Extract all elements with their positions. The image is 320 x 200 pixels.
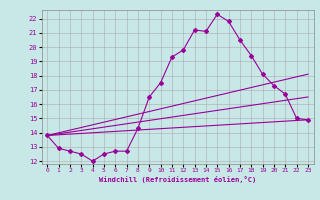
X-axis label: Windchill (Refroidissement éolien,°C): Windchill (Refroidissement éolien,°C) [99,176,256,183]
